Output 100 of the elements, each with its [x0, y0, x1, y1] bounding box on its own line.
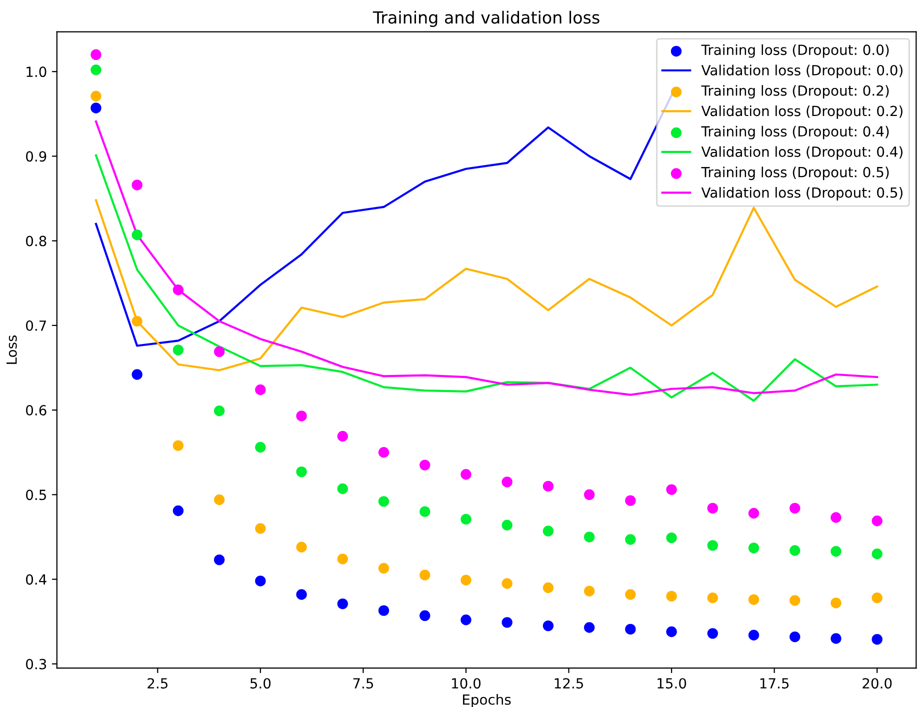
point	[214, 494, 225, 506]
point	[460, 514, 472, 525]
point	[378, 496, 390, 507]
point	[502, 520, 512, 530]
point	[378, 562, 390, 574]
y-tick-label: 1.0	[26, 66, 46, 78]
legend-label: Validation loss (Dropout: 0.2)	[701, 105, 902, 119]
point	[460, 614, 472, 626]
point	[132, 369, 142, 380]
point	[584, 586, 595, 596]
point	[255, 523, 266, 534]
point	[502, 476, 512, 488]
legend-label: Training loss (Dropout: 0.4)	[701, 126, 889, 140]
point	[542, 526, 554, 536]
point	[90, 64, 102, 76]
point	[707, 502, 718, 514]
y-axis-title: Loss	[6, 335, 17, 364]
point	[707, 628, 718, 639]
point	[172, 284, 184, 296]
point	[420, 506, 430, 517]
point	[872, 634, 882, 645]
point	[666, 590, 677, 602]
point	[707, 540, 718, 551]
legend-label: Validation loss (Dropout: 0.0)	[701, 64, 902, 78]
point	[748, 542, 760, 554]
point	[296, 466, 307, 478]
point	[625, 589, 636, 600]
x-tick-label: 5.0	[250, 678, 271, 689]
point	[460, 574, 472, 586]
point	[584, 532, 595, 542]
point	[625, 495, 636, 506]
point	[542, 582, 554, 594]
x-axis-title: Epochs	[463, 694, 511, 707]
point	[214, 554, 225, 566]
point	[420, 570, 430, 580]
point	[214, 406, 225, 416]
legend-label: Training loss (Dropout: 0.5)	[701, 166, 889, 180]
point	[296, 410, 307, 422]
point	[90, 49, 102, 60]
point	[296, 589, 307, 600]
point	[872, 516, 882, 526]
point	[132, 230, 142, 240]
point	[502, 578, 512, 589]
point	[378, 446, 390, 458]
point	[337, 554, 348, 564]
point	[337, 430, 348, 442]
point	[830, 512, 842, 523]
line-series	[94, 199, 878, 372]
point	[90, 102, 102, 114]
point	[872, 548, 882, 560]
point	[337, 483, 348, 494]
legend-label: Training loss (Dropout: 0.2)	[701, 85, 889, 99]
point	[255, 384, 266, 396]
point	[132, 316, 142, 327]
x-tick-label: 12.5	[554, 678, 584, 689]
point	[748, 630, 760, 640]
point	[542, 620, 554, 632]
point	[872, 592, 882, 604]
x-tick-label: 20.0	[862, 678, 892, 689]
point	[830, 546, 842, 557]
y-tick-label: 0.7	[26, 320, 46, 331]
x-tick-label: 15.0	[658, 678, 686, 689]
point	[790, 502, 800, 514]
y-tick-label: 0.4	[26, 574, 46, 585]
point	[460, 468, 472, 480]
point	[132, 180, 142, 190]
point	[830, 598, 842, 608]
point	[790, 631, 800, 642]
chart-title: Training and validation loss	[372, 10, 600, 27]
point	[666, 484, 677, 495]
point	[255, 576, 266, 586]
point	[707, 592, 718, 604]
point	[420, 610, 430, 622]
point	[830, 633, 842, 644]
point	[214, 346, 225, 358]
point	[625, 534, 636, 545]
point	[748, 508, 760, 519]
point	[584, 489, 595, 500]
x-tick-label: 17.5	[760, 678, 789, 689]
point	[378, 605, 390, 616]
legend-label: Validation loss (Dropout: 0.4)	[701, 146, 902, 160]
x-tick-label: 10.0	[452, 678, 481, 689]
point	[542, 480, 554, 492]
point	[172, 505, 184, 516]
y-tick-label: 0.6	[26, 405, 46, 416]
point	[502, 617, 512, 628]
point	[296, 542, 307, 552]
y-tick-label: 0.8	[26, 236, 46, 246]
y-tick-label: 0.5	[26, 490, 46, 500]
point	[255, 442, 266, 453]
y-tick-label: 0.9	[26, 151, 46, 162]
point	[748, 594, 760, 605]
point	[790, 545, 800, 556]
point	[337, 598, 348, 610]
point	[625, 624, 636, 635]
point	[666, 532, 677, 544]
point	[420, 460, 430, 470]
x-tick-label: 2.5	[148, 678, 168, 689]
point	[90, 90, 102, 102]
point	[666, 626, 677, 638]
